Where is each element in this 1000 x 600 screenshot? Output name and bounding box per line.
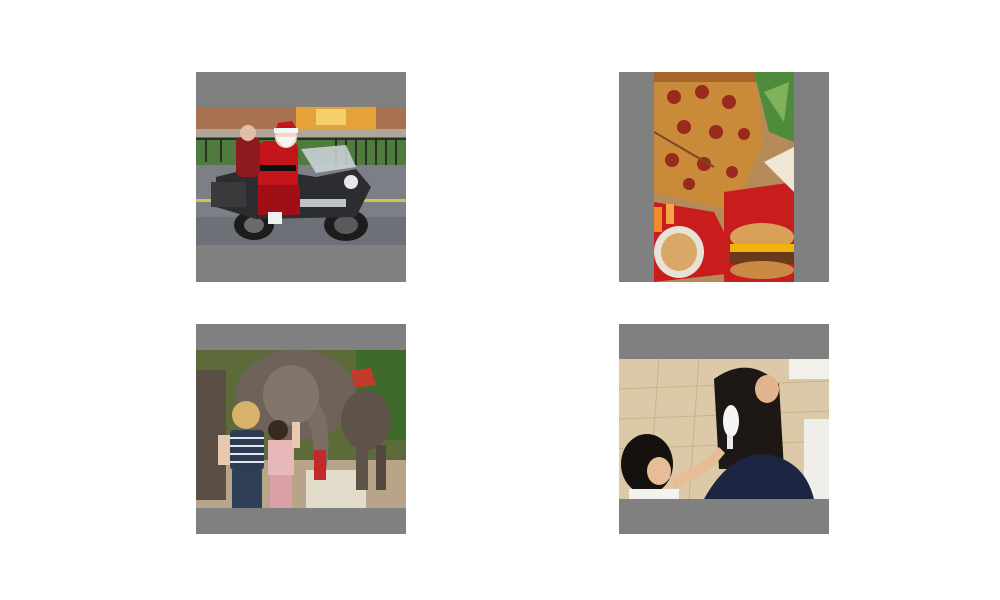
image-tile-santa-motorcycle xyxy=(196,72,406,282)
hair-brushing-photo xyxy=(619,359,829,499)
santa-motorcycle-photo xyxy=(196,107,406,245)
image-tile-elephants-children xyxy=(196,324,406,534)
elephants-children-photo xyxy=(196,350,406,508)
image-tile-hair-brushing xyxy=(619,324,829,534)
pizza-burger-photo xyxy=(654,72,794,282)
image-tile-pizza-burger xyxy=(619,72,829,282)
